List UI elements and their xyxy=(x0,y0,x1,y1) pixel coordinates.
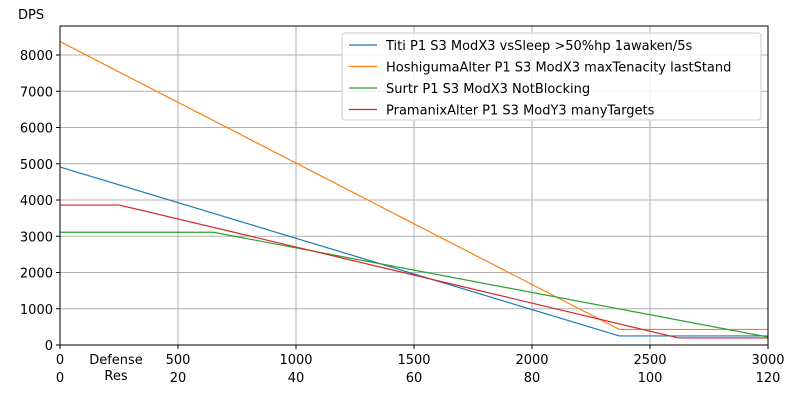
y-tick-label: 0 xyxy=(45,339,53,354)
x2-tick-label: 100 xyxy=(638,371,663,386)
series-line-2 xyxy=(60,231,769,338)
legend-label-1: HoshigumaAlter P1 S3 ModX3 maxTenacity l… xyxy=(386,61,731,76)
x-tick-label: 0 xyxy=(56,353,64,368)
x2-tick-label: 40 xyxy=(288,371,305,386)
legend: Titi P1 S3 ModX3 vsSleep >50%hp 1awaken/… xyxy=(341,32,762,121)
x2-tick-label: 80 xyxy=(524,371,541,386)
x-axis-label-line1: Defense xyxy=(89,353,143,368)
series-line-0 xyxy=(59,166,768,337)
x-tick-label: 1500 xyxy=(397,353,430,368)
legend-box xyxy=(341,32,762,121)
y-tick-label: 7000 xyxy=(20,85,53,100)
y-axis-label: DPS xyxy=(18,8,44,23)
x2-tick-label: 60 xyxy=(406,371,423,386)
x-tick-label: 2000 xyxy=(515,353,548,368)
x2-tick-label: 20 xyxy=(170,371,187,386)
x-tick-label: 2500 xyxy=(633,353,666,368)
series-line-3 xyxy=(60,204,768,339)
x-tick-label: 3000 xyxy=(751,353,784,368)
x2-tick-label: 120 xyxy=(756,371,781,386)
y-tick-label: 5000 xyxy=(20,158,53,173)
x-tick-label: 500 xyxy=(166,353,191,368)
series-line-1 xyxy=(59,41,768,331)
y-tick-label: 3000 xyxy=(20,230,53,245)
ticks: 0050020100040150060200080250010030001200… xyxy=(20,49,785,386)
legend-label-3: PramanixAlter P1 S3 ModY3 manyTargets xyxy=(386,104,655,119)
y-tick-label: 4000 xyxy=(20,194,53,209)
x-tick-label: 1000 xyxy=(279,353,312,368)
series-lines xyxy=(59,41,769,339)
y-tick-label: 1000 xyxy=(20,303,53,318)
y-tick-label: 8000 xyxy=(20,49,53,64)
legend-label-2: Surtr P1 S3 ModX3 NotBlocking xyxy=(386,82,590,97)
y-tick-label: 6000 xyxy=(20,122,53,137)
x-axis-label-line2: Res xyxy=(104,369,127,384)
x2-tick-label: 0 xyxy=(56,371,64,386)
legend-label-0: Titi P1 S3 ModX3 vsSleep >50%hp 1awaken/… xyxy=(385,39,693,54)
y-tick-label: 2000 xyxy=(20,267,53,282)
